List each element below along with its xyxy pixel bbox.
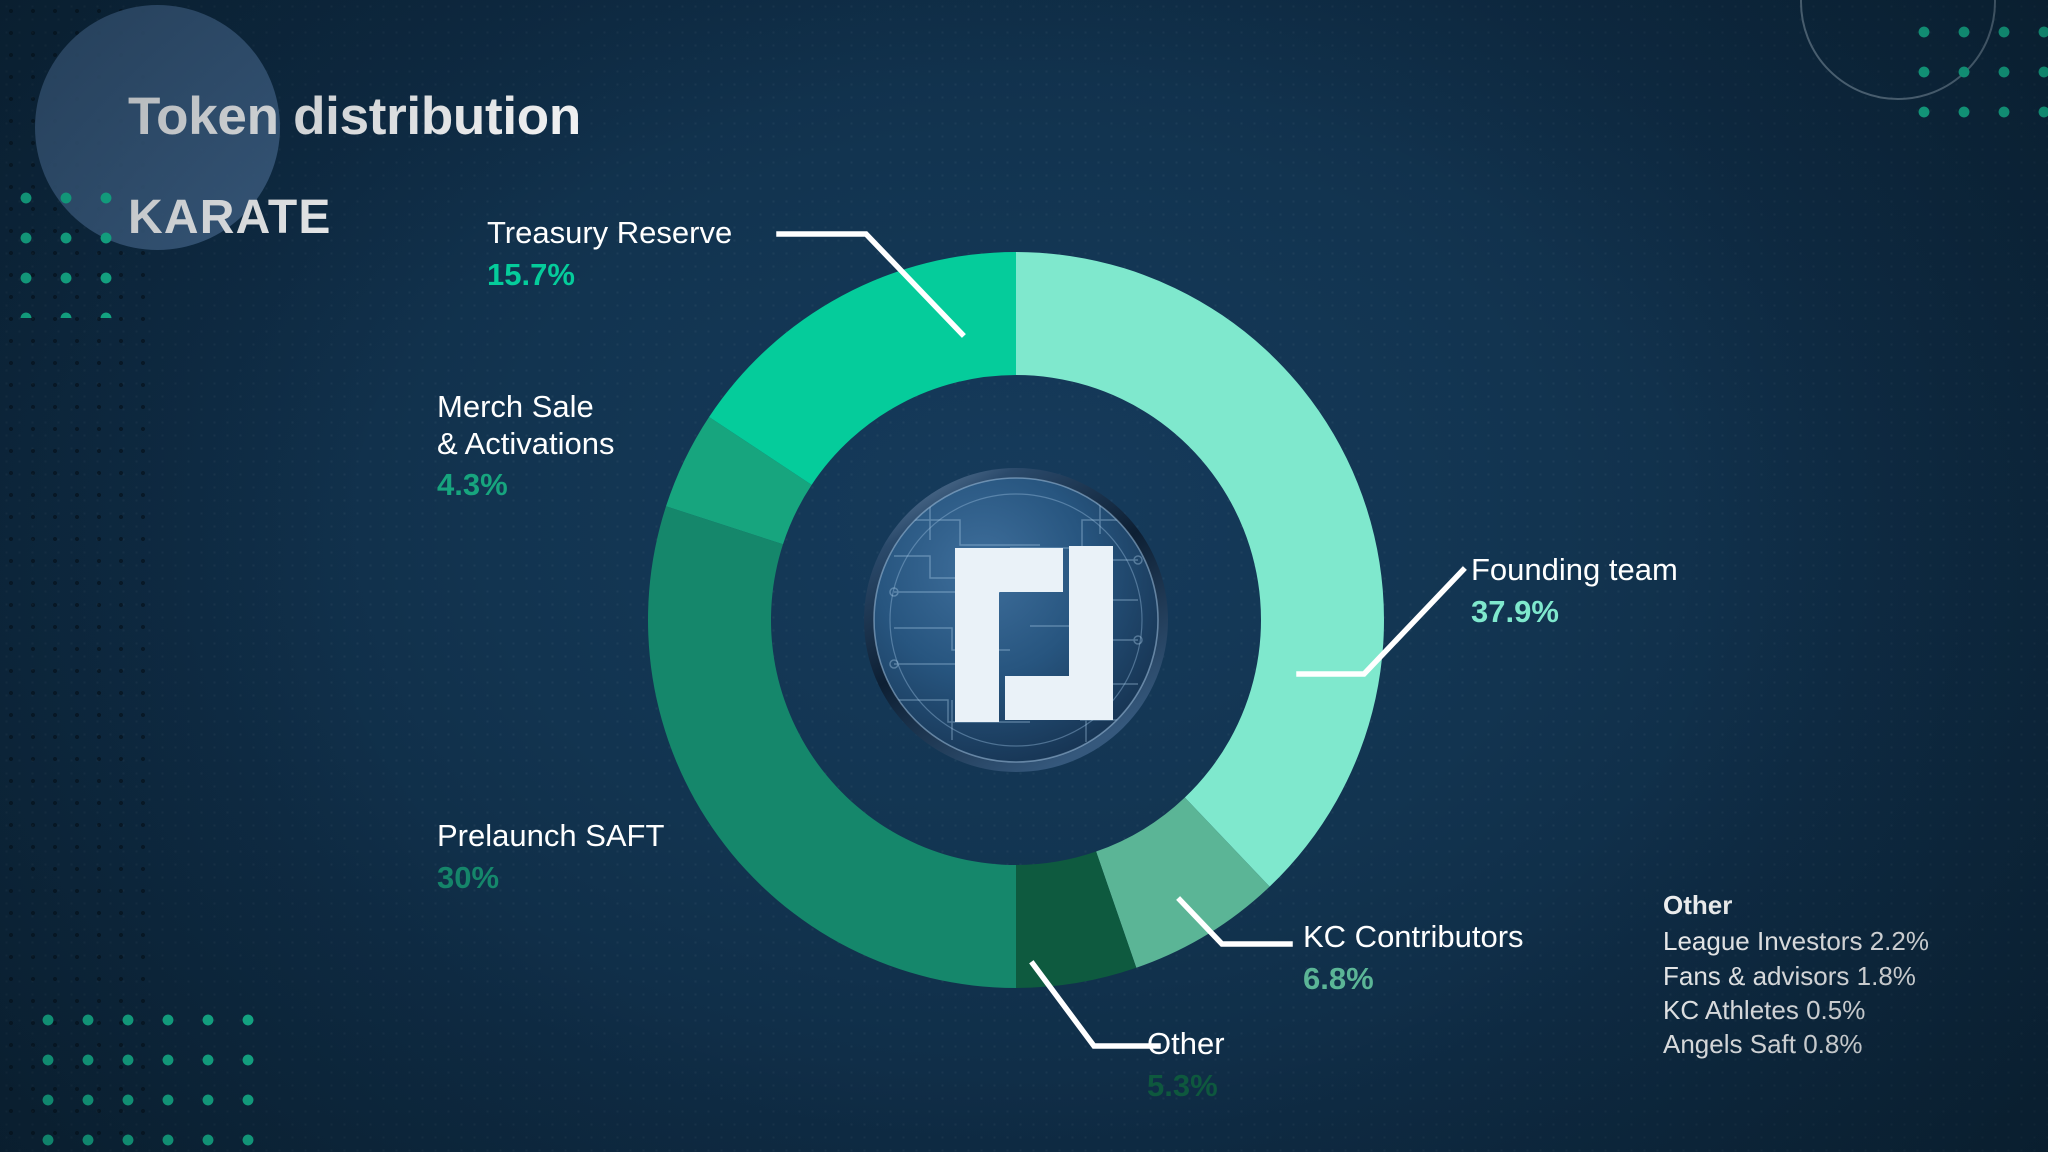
callout-label-merch-line1: Merch Sale: [437, 389, 594, 424]
callout-prelaunch-saft: Prelaunch SAFT 30%: [437, 818, 664, 896]
other-legend-title: Other: [1663, 890, 1733, 920]
callout-other: Other 5.3%: [1147, 1026, 1225, 1104]
callout-treasury-reserve: Treasury Reserve 15.7%: [487, 215, 732, 293]
callout-kc-contributors: KC Contributors 6.8%: [1303, 919, 1524, 997]
callout-label-prelaunch: Prelaunch SAFT: [437, 818, 665, 853]
callout-label-kc: KC Contributors: [1303, 919, 1524, 954]
callout-percent-prelaunch: 30%: [437, 859, 500, 895]
callout-percent-treasury: 15.7%: [487, 256, 575, 292]
callout-label-founding: Founding team: [1471, 552, 1678, 587]
callout-percent-kc: 6.8%: [1303, 960, 1374, 996]
callout-label-other: Other: [1147, 1026, 1225, 1061]
callout-label-merch-line2: & Activations: [437, 425, 615, 461]
callout-founding-team: Founding team 37.9%: [1471, 552, 1678, 630]
other-legend-row-league-investors: League Investors 2.2%: [1663, 926, 1929, 957]
callout-label-treasury: Treasury Reserve: [487, 215, 733, 250]
other-legend-row-angels-saft: Angels Saft 0.8%: [1663, 1029, 1863, 1060]
center-coin: [864, 468, 1168, 772]
other-breakdown-legend: Other League Investors 2.2% Fans & advis…: [1663, 888, 1929, 1062]
callout-percent-merch: 4.3%: [437, 467, 508, 503]
callout-percent-founding: 37.9%: [1471, 593, 1559, 629]
callout-merch-sale: Merch Sale & Activations 4.3%: [437, 389, 614, 504]
other-legend-row-kc-athletes: KC Athletes 0.5%: [1663, 994, 1866, 1025]
other-legend-row-fans-advisors: Fans & advisors 1.8%: [1663, 960, 1916, 991]
callout-percent-other: 5.3%: [1147, 1067, 1218, 1103]
